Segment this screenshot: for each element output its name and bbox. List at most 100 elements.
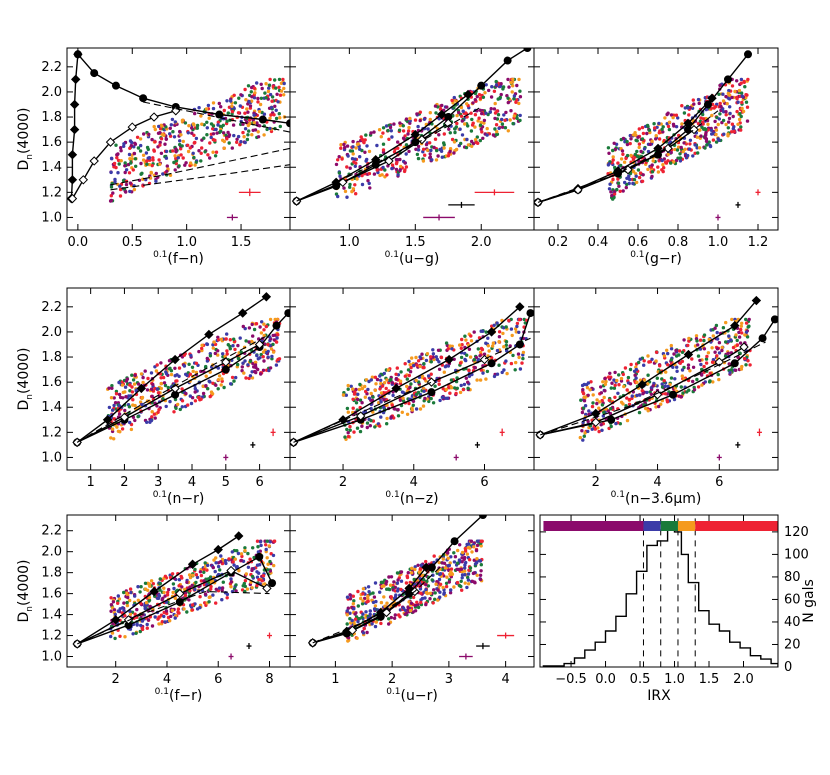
model-marker (187, 559, 198, 569)
data-point (135, 135, 140, 139)
data-point (137, 178, 142, 182)
data-point (429, 355, 433, 359)
model-marker (221, 357, 231, 367)
data-point (410, 566, 414, 570)
data-point (675, 365, 679, 369)
data-point (468, 355, 473, 359)
data-point (146, 147, 150, 152)
data-point (153, 615, 157, 619)
data-point (454, 391, 458, 396)
data-point (209, 587, 213, 591)
x-axis-label: 0.1(n−3.6μm) (611, 490, 702, 507)
data-point (378, 590, 382, 594)
data-point (177, 578, 182, 582)
data-point (428, 152, 432, 156)
data-point (346, 606, 350, 610)
data-point (521, 356, 525, 361)
data-point (418, 364, 422, 369)
data-point (455, 561, 460, 565)
data-point (216, 349, 220, 353)
data-point (128, 612, 133, 616)
data-point (366, 179, 370, 183)
data-point (465, 102, 469, 106)
data-point (424, 588, 428, 592)
data-point (220, 377, 224, 381)
data-point (384, 579, 389, 584)
data-point (645, 123, 650, 128)
data-point (459, 114, 464, 119)
data-point (231, 344, 235, 348)
data-point (493, 116, 497, 121)
data-point (150, 163, 154, 168)
data-point (669, 343, 673, 348)
data-point (208, 141, 212, 145)
data-point (385, 378, 389, 382)
data-point (726, 340, 730, 344)
data-point (216, 387, 220, 391)
data-point (505, 349, 509, 353)
data-point (400, 410, 404, 414)
data-point (203, 592, 208, 596)
data-point (679, 385, 683, 389)
data-point (157, 593, 161, 597)
data-point (735, 338, 739, 343)
data-point (221, 123, 225, 128)
data-point (715, 347, 720, 351)
panel-p6: 2 4 60.1(n−3.6μm) (533, 287, 779, 507)
data-point (459, 383, 463, 388)
data-point (682, 365, 686, 370)
data-point (211, 101, 216, 105)
data-point (379, 415, 383, 419)
data-point (268, 116, 272, 121)
data-point (182, 587, 187, 592)
data-point (466, 386, 470, 390)
data-point (614, 421, 618, 426)
data-point (434, 355, 438, 359)
data-point (635, 393, 639, 398)
data-point (368, 424, 372, 428)
data-point (124, 182, 129, 187)
data-point (194, 136, 199, 141)
data-point (656, 170, 661, 174)
data-point (409, 365, 413, 370)
data-point (429, 360, 433, 364)
data-point (426, 374, 431, 378)
data-point (726, 126, 730, 130)
data-point (180, 405, 184, 409)
data-point (213, 138, 217, 142)
data-point (515, 83, 519, 88)
data-point (383, 168, 387, 172)
data-point (145, 622, 149, 627)
data-point (133, 373, 137, 378)
data-point (599, 423, 603, 427)
data-point (418, 118, 422, 123)
data-point (190, 583, 194, 587)
data-point (740, 94, 744, 98)
data-point (170, 608, 175, 613)
data-point (380, 173, 384, 177)
data-point (735, 95, 739, 100)
model-marker (591, 417, 601, 428)
model-track-dashed (110, 147, 290, 186)
data-point (180, 387, 184, 391)
data-point (460, 119, 464, 123)
data-point (403, 374, 407, 378)
data-point (213, 569, 217, 574)
data-point (222, 146, 226, 150)
data-point (217, 101, 221, 106)
data-point (458, 361, 463, 365)
data-point (444, 341, 449, 345)
data-point (163, 142, 167, 146)
data-point (389, 615, 393, 620)
data-point (382, 371, 386, 376)
data-point (466, 124, 470, 128)
data-point (459, 567, 464, 571)
model-marker (770, 315, 778, 324)
data-point (734, 368, 738, 372)
data-point (185, 580, 189, 584)
data-point (147, 595, 152, 600)
data-point (127, 405, 132, 409)
data-point (129, 590, 133, 595)
model-marker (411, 138, 420, 147)
data-point (128, 598, 132, 603)
